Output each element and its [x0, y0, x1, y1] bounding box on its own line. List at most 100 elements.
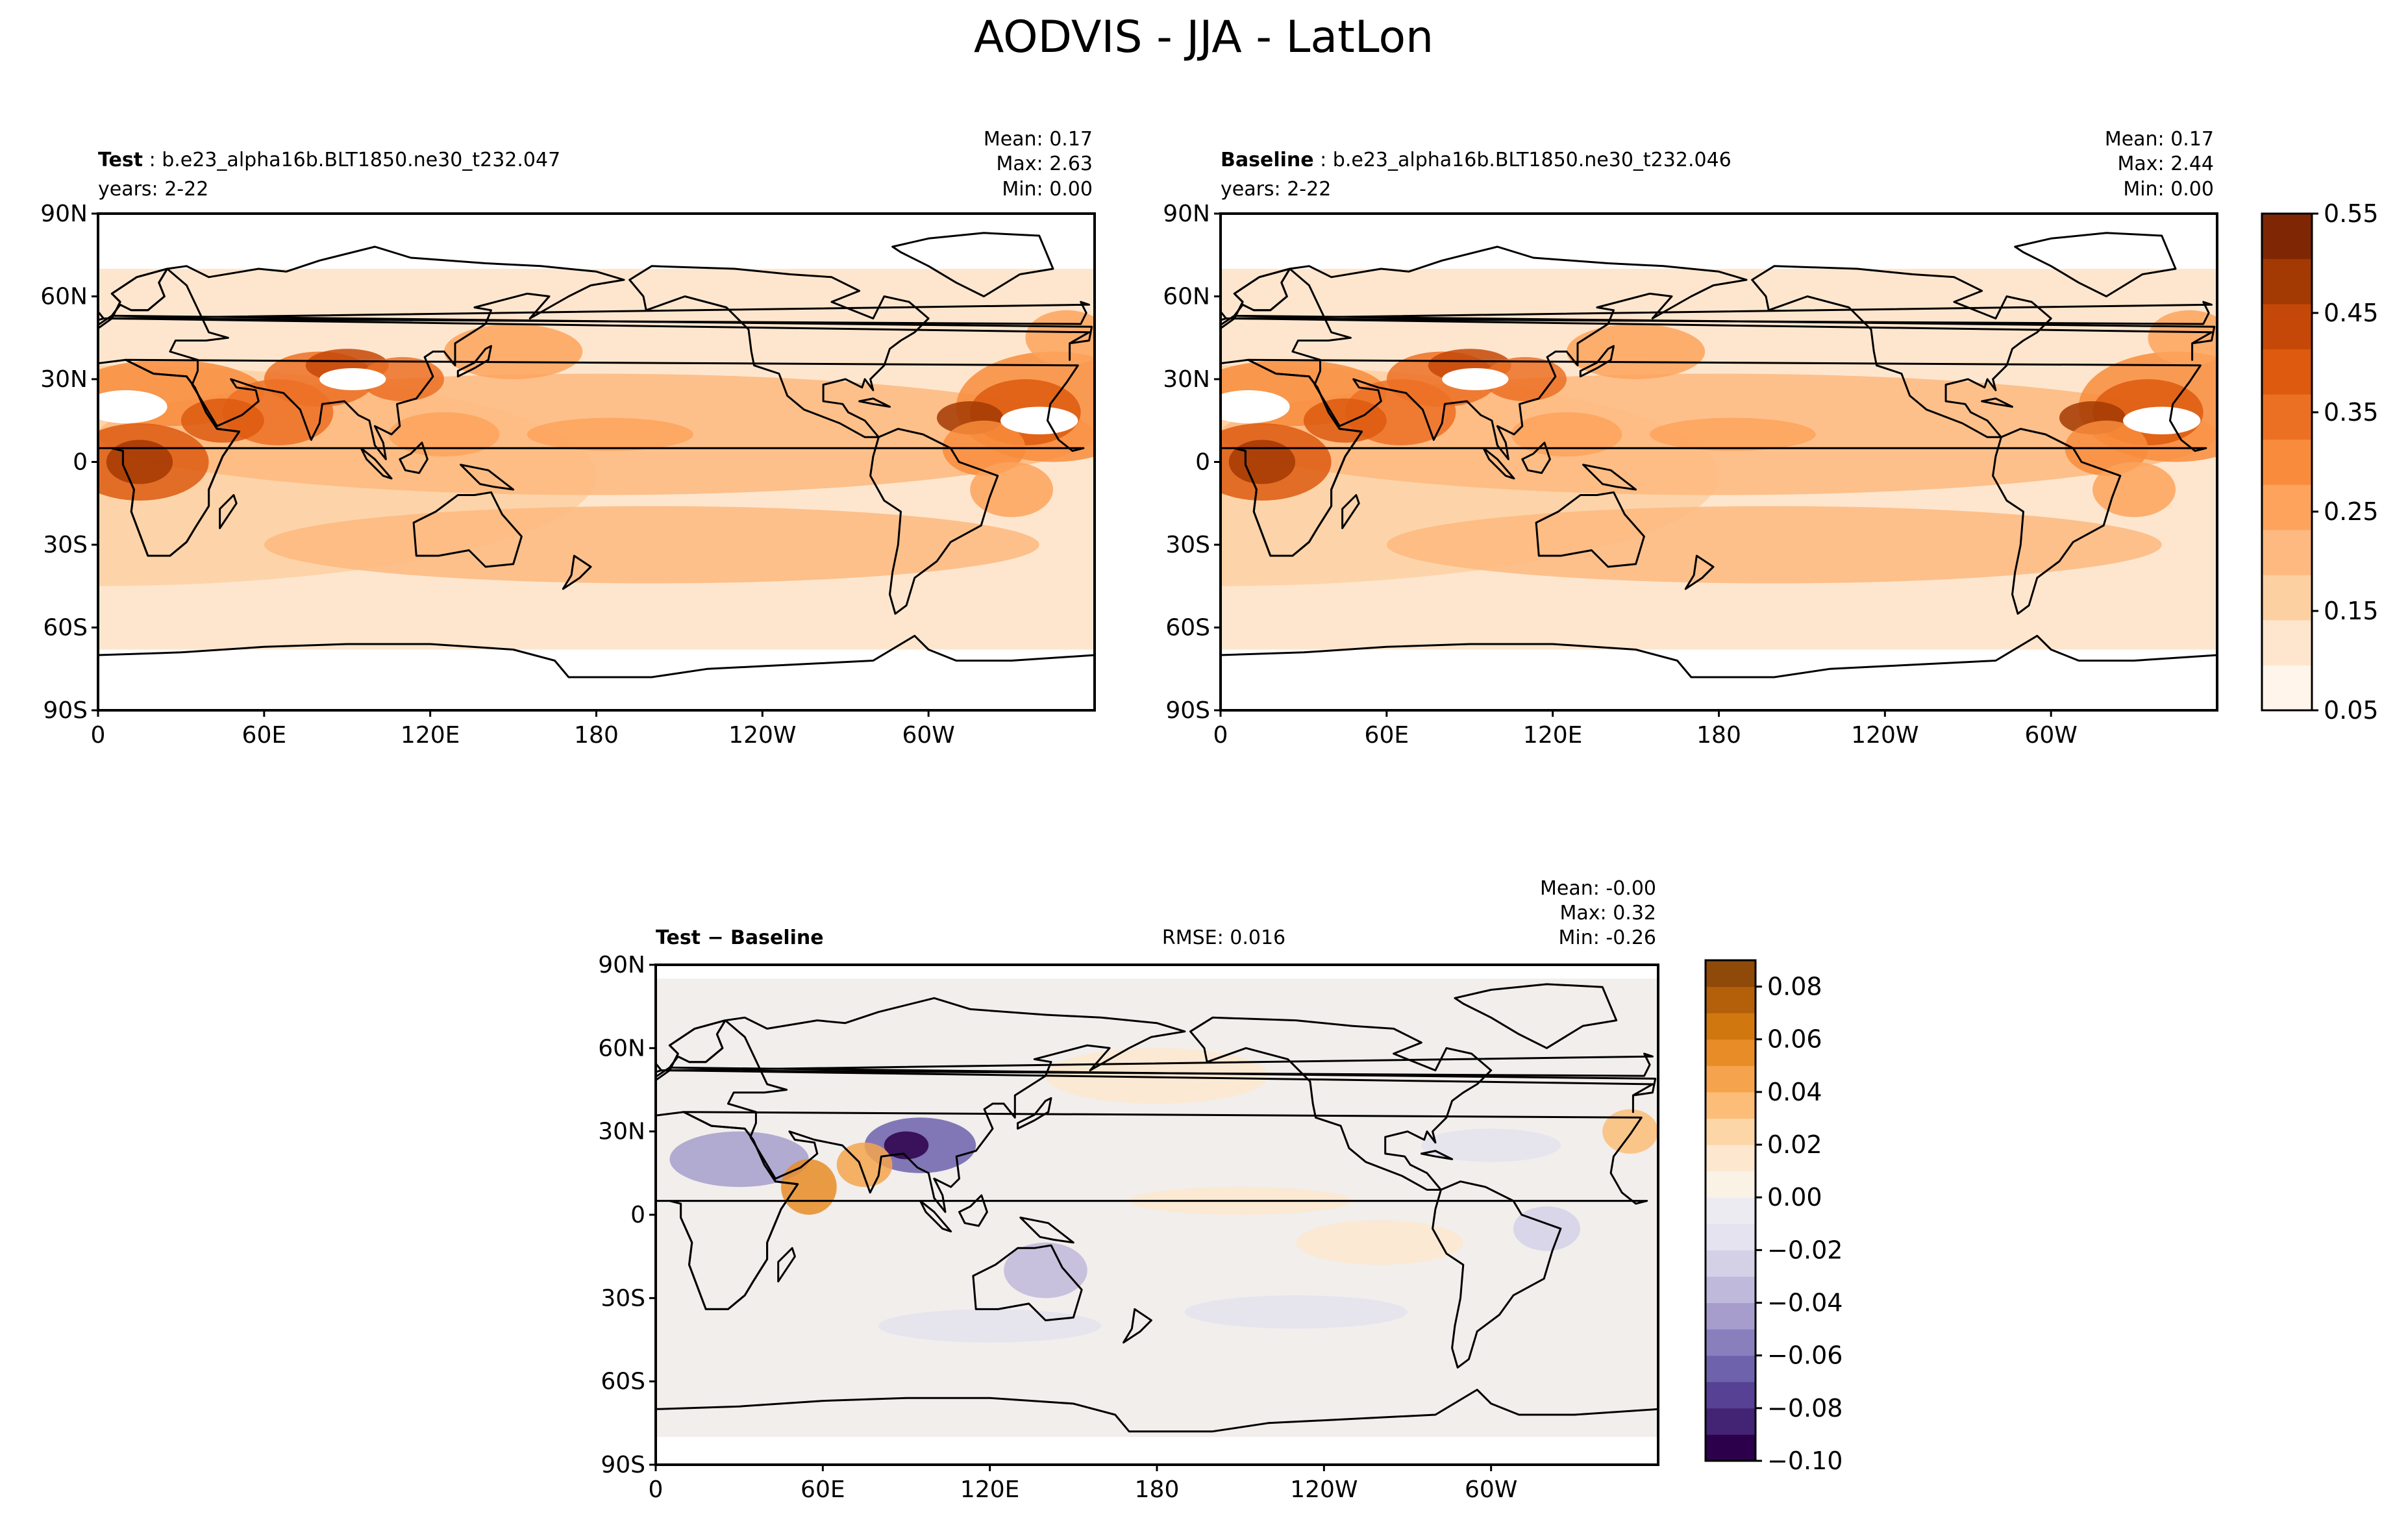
baseline-lon-label: 120E: [1523, 722, 1582, 749]
test-low-blob: [319, 368, 386, 390]
test-aod-blob: [180, 398, 264, 443]
diff-stat-min: Min: -0.26: [1559, 926, 1657, 949]
test-years: years: 2-22: [98, 178, 208, 201]
difference-coast-antarctica: [656, 1389, 1658, 1465]
baseline-lon-label: 60E: [1365, 722, 1409, 749]
colorbar-main-tick-label: 0.35: [2324, 398, 2379, 427]
difference-coast-uk: [660, 1052, 1654, 1077]
difference-coast-antarctica-wrap2: [656, 1408, 657, 1465]
test-coast-cuba: [858, 397, 891, 408]
colorbar-diff-swatch: [1706, 1171, 1756, 1198]
difference-coast-europe-wrap: [656, 1019, 726, 1082]
colorbar-diff-swatch: [1706, 1118, 1756, 1145]
test-lon-label: 180: [574, 722, 619, 749]
difference-diff-blob: [884, 1131, 929, 1160]
test-lat-label: 60S: [43, 615, 88, 641]
baseline-header: Baseline : b.e23_alpha16b.BLT1850.ne30_t…: [1221, 149, 1732, 171]
baseline-lon-label: 0: [1213, 722, 1228, 749]
difference-lat-label: 60S: [601, 1369, 645, 1395]
colorbar-main-swatch: [2262, 484, 2312, 530]
baseline-coast-eurasia: [1289, 245, 1748, 460]
test-aod-blob: [264, 506, 1039, 584]
test-aod-blob: [1025, 310, 1095, 366]
colorbar-main-swatch: [2262, 304, 2312, 350]
colorbar-main-swatch: [2262, 619, 2312, 665]
test-low-blob: [98, 390, 168, 423]
colorbar-diff-swatch: [1706, 1355, 1756, 1382]
test-aod-blob: [443, 324, 583, 379]
difference-lat-label: 60N: [598, 1035, 645, 1062]
colorbar-main-swatch: [2262, 394, 2312, 440]
baseline-aod-blob: [1386, 506, 2162, 584]
test-lon-label: 120W: [728, 722, 796, 749]
colorbar-diff-tick-label: 0.06: [1767, 1025, 1822, 1054]
difference-coast-eurasia: [724, 997, 1186, 1213]
colorbar-main-swatch: [2262, 529, 2312, 575]
colorbar-diff-swatch: [1706, 1065, 1756, 1093]
baseline-coast-europe-wrap: [1221, 267, 1291, 330]
test-lat-label: 30S: [43, 532, 88, 558]
colorbar-main-swatch: [2262, 214, 2312, 260]
colorbar-diff-swatch: [1706, 1382, 1756, 1409]
difference-lat-label: 30N: [598, 1119, 645, 1145]
diff-stat-mean: Mean: -0.00: [1540, 877, 1656, 900]
test-coast-namerica: [628, 265, 930, 438]
difference-diff-blob: [878, 1309, 1102, 1343]
test-coast-australia: [412, 491, 523, 568]
test-aod-blob: [527, 417, 693, 451]
colorbar-diff-swatch: [1706, 986, 1756, 1013]
diff-stat-max: Max: 0.32: [1560, 902, 1656, 925]
baseline-aod-blob: [1649, 417, 1816, 451]
baseline-coast-uk: [1225, 301, 2213, 325]
baseline-lat-label: 0: [1195, 449, 1210, 476]
colorbar-diff-tick-label: −0.10: [1767, 1447, 1843, 1475]
difference-diff-blob: [1296, 1220, 1463, 1265]
baseline-lat-label: 90S: [1165, 697, 1210, 724]
test-field: [98, 232, 1095, 710]
baseline-stat-min: Min: 0.00: [2123, 178, 2214, 201]
difference-lon-label: 60E: [801, 1476, 845, 1503]
test-lat-label: 0: [73, 449, 88, 476]
baseline-aod-blob: [1303, 398, 1387, 443]
difference-coast-uk-wrap: [656, 1062, 663, 1073]
baseline-coast-newzealand: [1684, 554, 1715, 590]
difference-coast-greenland: [1454, 983, 1618, 1049]
test-coast-africa-wrap: [98, 358, 240, 557]
difference-coast-newguinea: [1019, 1216, 1074, 1244]
baseline-lon-label: 120W: [1851, 722, 1918, 749]
colorbar-diff-tick-label: 0.08: [1767, 973, 1822, 1001]
baseline-low-blob: [1442, 368, 1509, 390]
colorbar-diff-tick-label: 0.00: [1767, 1183, 1822, 1212]
baseline-lat-label: 30N: [1163, 366, 1210, 393]
colorbar-main-swatch: [2262, 665, 2312, 711]
colorbar-diff-swatch: [1706, 1145, 1756, 1172]
test-coast-newzealand: [562, 554, 592, 590]
test-header-name: b.e23_alpha16b.BLT1850.ne30_t232.047: [162, 149, 560, 171]
test-lon-label: 0: [91, 722, 106, 749]
baseline-header-sep: :: [1314, 149, 1333, 171]
test-lon-label: 60W: [902, 722, 954, 749]
baseline-header-name: b.e23_alpha16b.BLT1850.ne30_t232.046: [1333, 149, 1732, 171]
test-lat-label: 30N: [40, 366, 88, 393]
baseline-coast-borneo: [1521, 441, 1551, 474]
test-coast-antarctica: [98, 634, 1095, 710]
test-aod-blob: [388, 412, 500, 456]
baseline-lat-label: 60S: [1165, 615, 1210, 641]
baseline-aod-blob: [1566, 324, 1706, 379]
colorbar-main-tick-label: 0.55: [2324, 199, 2379, 228]
baseline-coast-cuba: [1981, 397, 2013, 408]
difference-coast-sumatra: [919, 1200, 952, 1233]
colorbar-diff-tick-label: 0.04: [1767, 1078, 1822, 1106]
test-coast-japan: [456, 345, 492, 378]
difference-coast-newzealand: [1123, 1308, 1152, 1344]
test-coast-sumatra: [360, 447, 393, 480]
difference-field: [656, 978, 1658, 1465]
baseline-years: years: 2-22: [1221, 178, 1331, 201]
colorbar-diff-tick-label: −0.04: [1767, 1289, 1843, 1317]
test-coast-uk-wrap: [98, 310, 105, 321]
test-lon-label: 60E: [242, 722, 287, 749]
baseline-coast-greenland: [2014, 232, 2177, 297]
colorbar-main-tick-label: 0.15: [2324, 597, 2379, 625]
panel-difference: Test − Baseline RMSE: 0.016 Mean: -0.00 …: [598, 877, 1659, 1503]
